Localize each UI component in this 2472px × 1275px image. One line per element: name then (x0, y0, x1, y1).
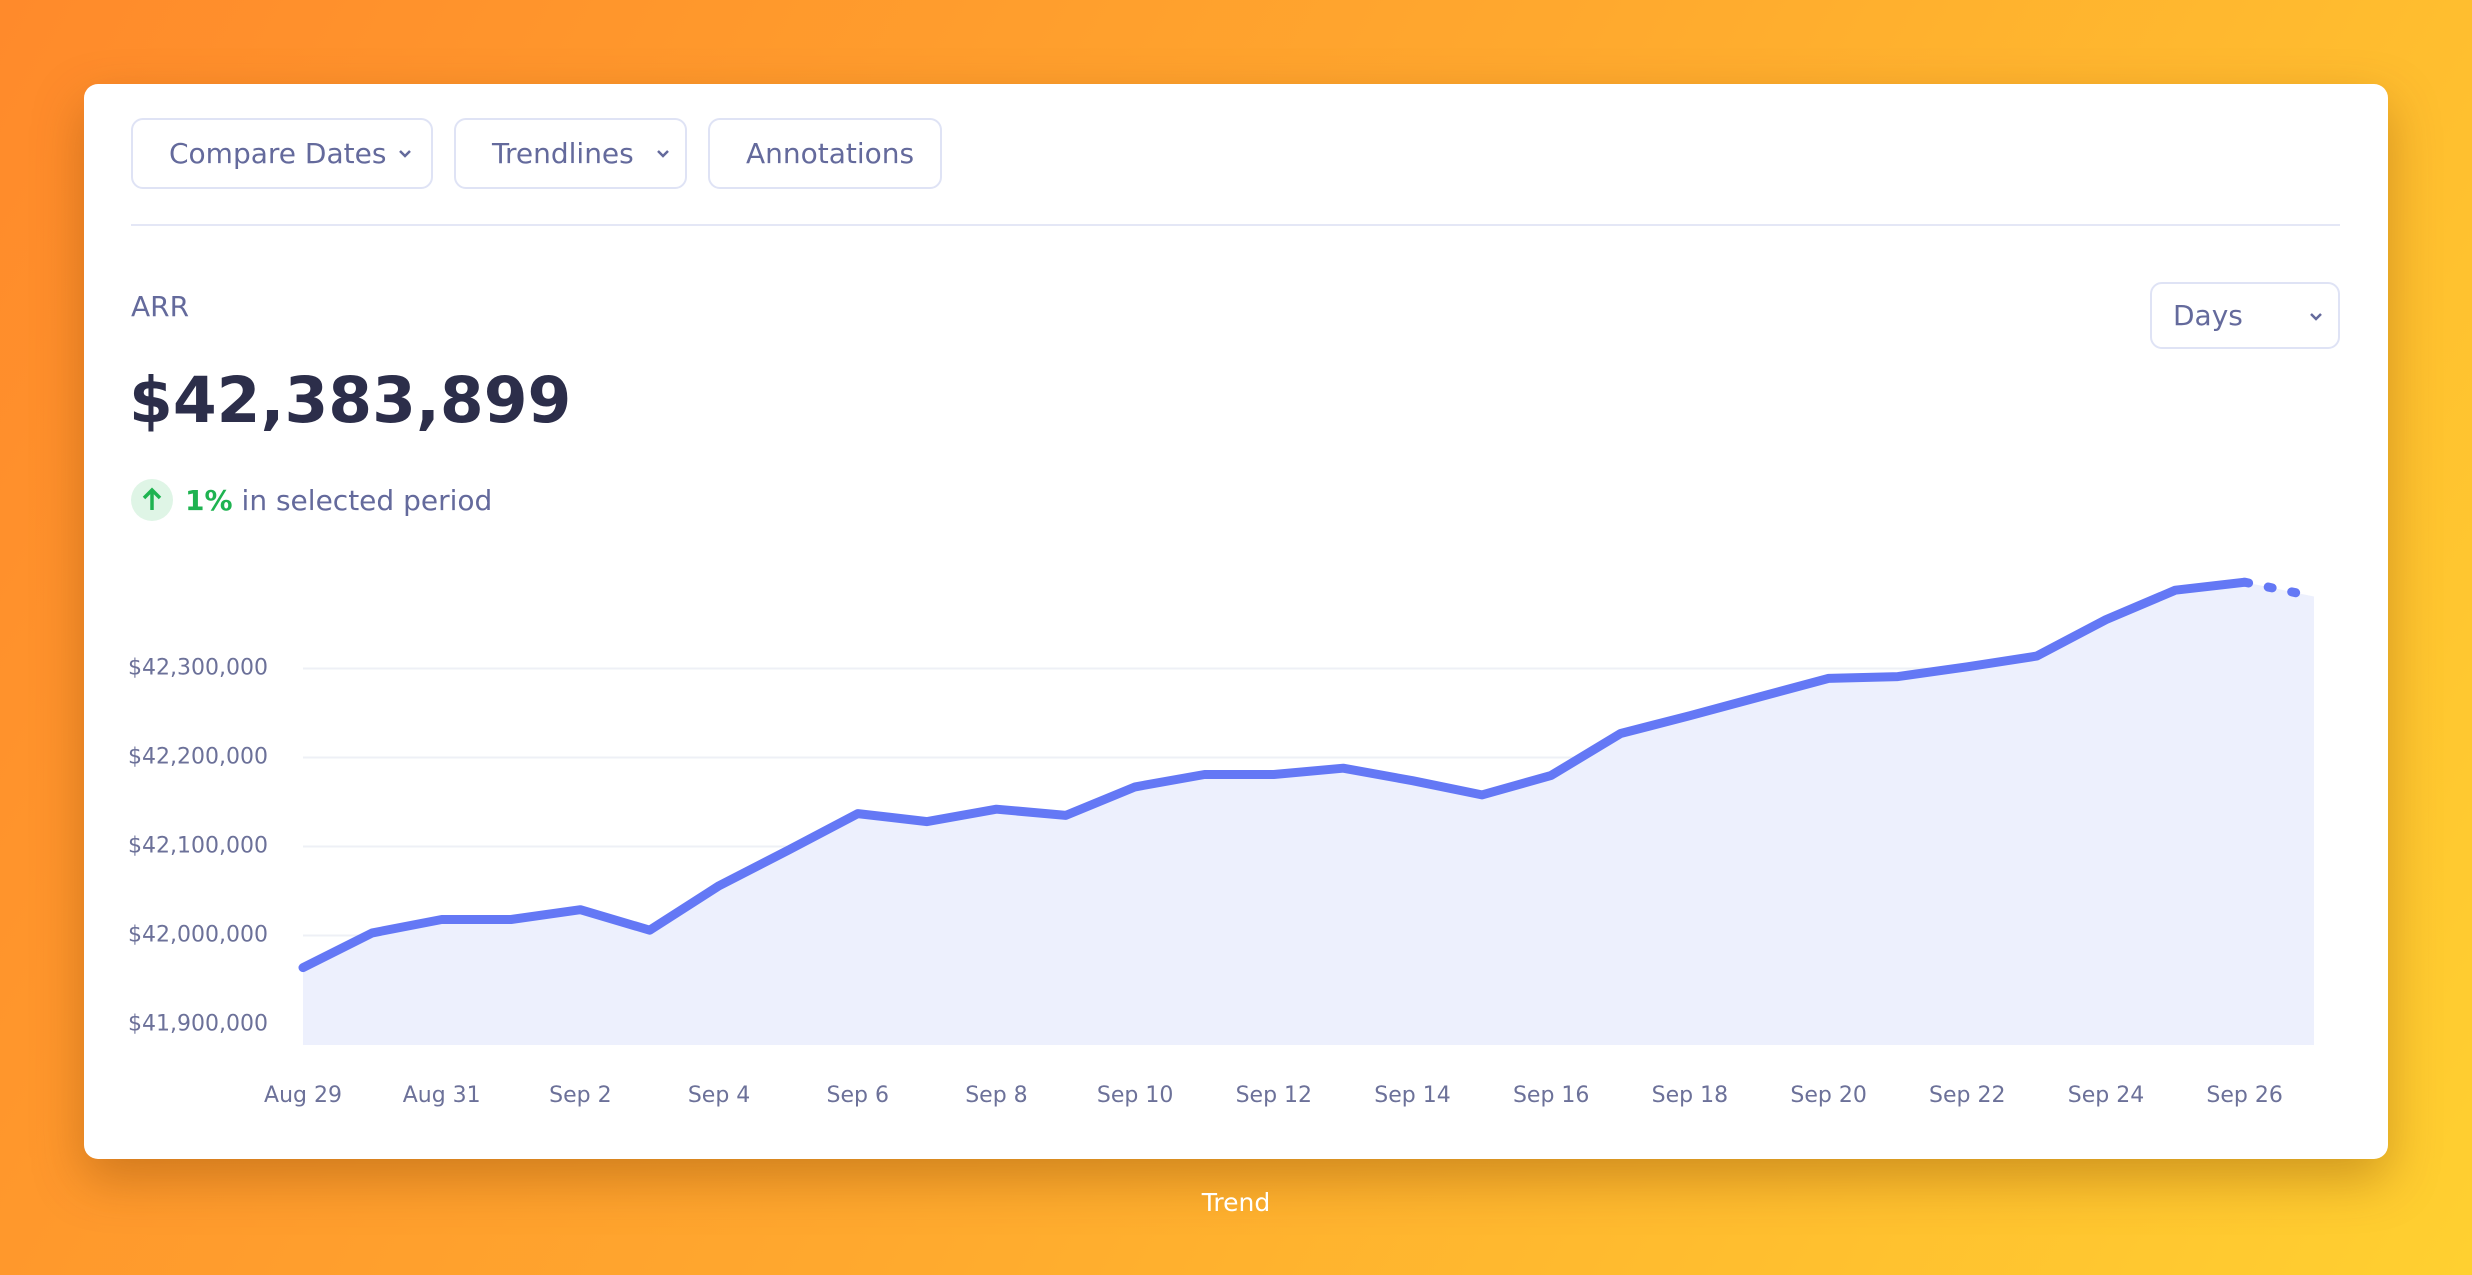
change-row: 1% in selected period (131, 479, 492, 521)
button-label: Compare Dates (169, 137, 387, 170)
x-tick-label: Sep 22 (1929, 1083, 2005, 1108)
x-tick-label: Sep 8 (965, 1083, 1027, 1108)
x-tick-label: Sep 12 (1236, 1083, 1312, 1108)
x-tick-label: Sep 20 (1790, 1083, 1866, 1108)
change-text: in selected period (241, 483, 493, 517)
x-tick-label: Sep 4 (688, 1083, 750, 1108)
divider (131, 224, 2340, 226)
line (298, 577, 2245, 973)
change-value: 1% (185, 483, 233, 517)
compare-dates-button[interactable]: Compare Dates (131, 118, 433, 189)
x-tick-label: Sep 16 (1513, 1083, 1589, 1108)
chevron (399, 150, 411, 158)
x-tick-label: Sep 26 (2206, 1083, 2282, 1108)
y-tick-label: $42,300,000 (128, 656, 268, 681)
y-tick-label: $42,100,000 (128, 834, 268, 859)
caption: Trend (1201, 1188, 1271, 1217)
button-label: Trendlines (492, 137, 634, 170)
chevron (2310, 313, 2322, 321)
area (303, 582, 2314, 1045)
annotations-button[interactable]: Annotations (708, 118, 942, 189)
x-tick-label: Aug 29 (264, 1083, 342, 1108)
chevron (657, 150, 669, 158)
y-tick-label: $42,200,000 (128, 745, 268, 770)
x-tick-label: Sep 14 (1374, 1083, 1450, 1108)
y-tick-label: $41,900,000 (128, 1012, 268, 1037)
x-tick-label: Sep 6 (827, 1083, 889, 1108)
granularity-select[interactable]: Days (2150, 282, 2340, 349)
select-label: Days (2173, 299, 2243, 332)
y-tick-label: $42,000,000 (128, 923, 268, 948)
x-tick-label: Sep 24 (2068, 1083, 2144, 1108)
x-tick-label: Sep 10 (1097, 1083, 1173, 1108)
metric-value: $42,383,899 (129, 364, 572, 437)
x-tick-label: Sep 2 (549, 1083, 611, 1108)
button-label: Annotations (746, 137, 915, 170)
up-arrow-icon (131, 479, 173, 521)
metric-title: ARR (131, 290, 190, 323)
trendlines-button[interactable]: Trendlines (454, 118, 687, 189)
x-tick-label: Sep 18 (1652, 1083, 1728, 1108)
x-tick-label: Aug 31 (403, 1083, 481, 1108)
